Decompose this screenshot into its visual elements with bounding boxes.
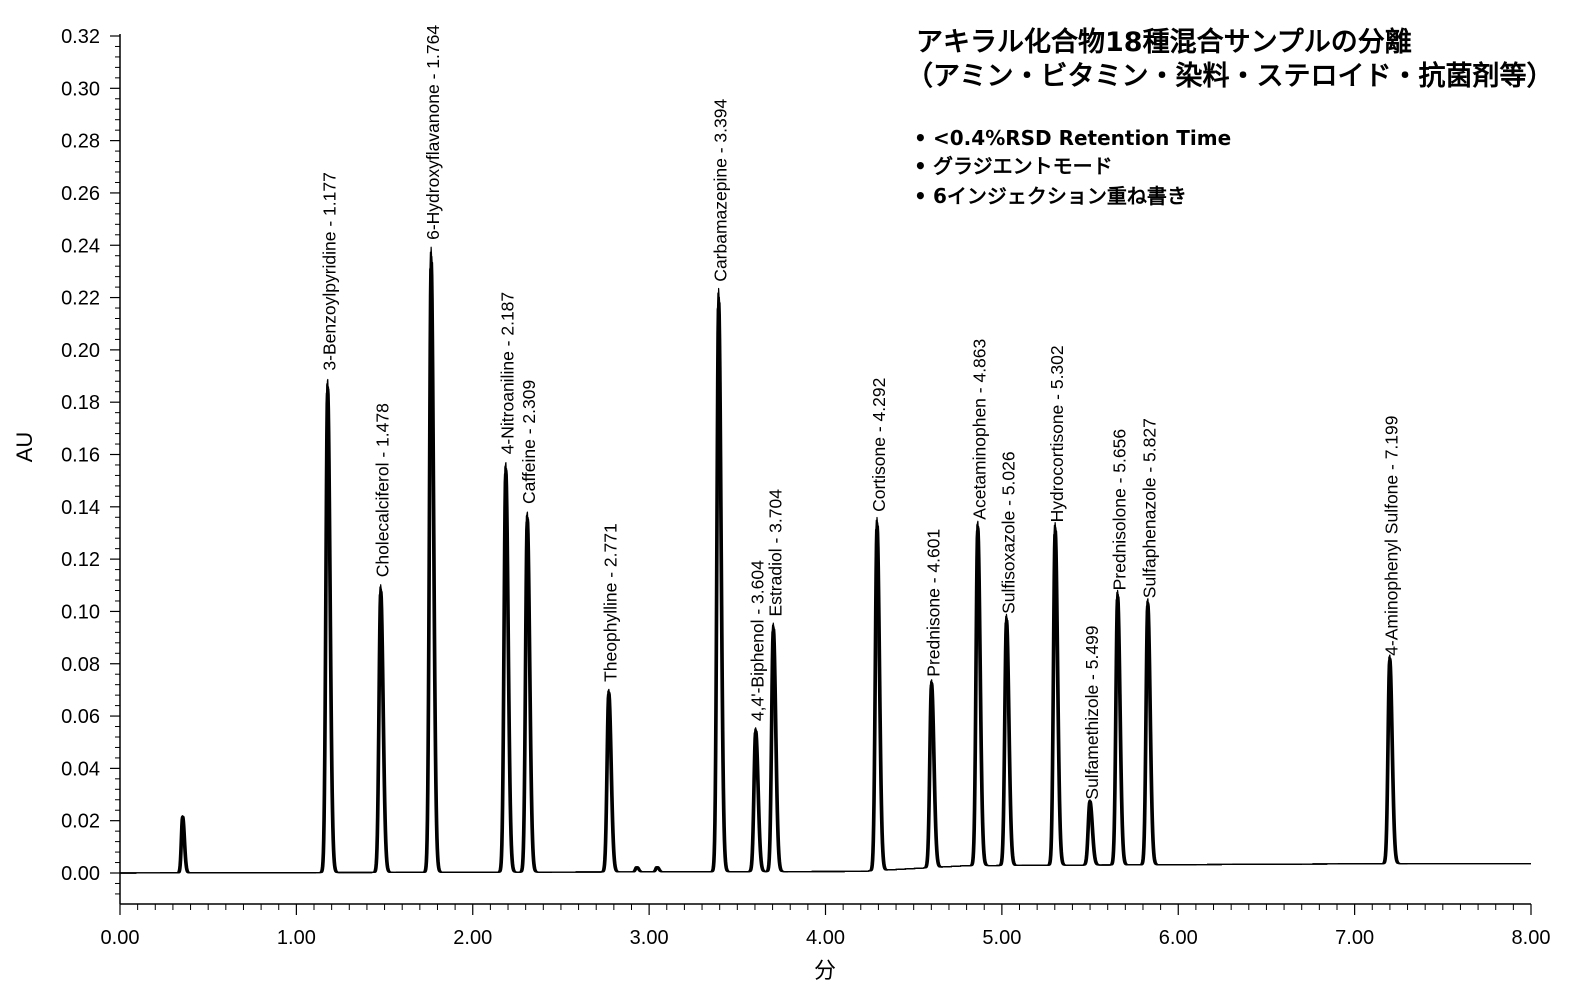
peak-label: Prednisone - 4.601	[924, 529, 944, 677]
peak-label: Acetaminophen - 4.863	[970, 339, 990, 520]
y-tick-label: 0.20	[61, 340, 100, 362]
peak-label: Sulfisoxazole - 5.026	[999, 451, 1019, 613]
peak-label: 4-Nitroaniline - 2.187	[498, 292, 518, 454]
peak-label: Hydrocortisone - 5.302	[1047, 345, 1067, 522]
y-tick-label: 0.18	[61, 392, 100, 414]
y-tick-label: 0.24	[61, 235, 100, 257]
peak-label: Cortisone - 4.292	[869, 378, 889, 512]
peak-label: Prednisolone - 5.656	[1110, 429, 1130, 591]
chart-title-line-2: （アミン・ビタミン・染料・ステロイド・抗菌剤等）	[906, 60, 1553, 92]
x-tick-label: 4.00	[806, 927, 845, 949]
peak-label: 4-Aminophenyl Sulfone - 7.199	[1382, 416, 1402, 656]
x-tick-label: 6.00	[1159, 927, 1198, 949]
y-axis: 0.00 0.02 0.04 0.06 0.08 0.10 0.12 0.14 0.16 0.18…	[61, 26, 121, 904]
chromatogram-traces	[119, 246, 1532, 874]
y-tick-label: 0.32	[61, 26, 100, 48]
x-axis: 0.00 1.00 2.00 3.00 4.00 5.00 6.00 7.00 8.00	[101, 903, 1551, 949]
note-gradient: グラジエントモード	[933, 154, 1113, 178]
peak-label: Caffeine - 2.309	[519, 380, 539, 504]
y-tick-label: 0.28	[61, 131, 100, 153]
y-tick-label: 0.00	[61, 863, 100, 885]
y-tick-label: 0.16	[61, 445, 100, 467]
peak-label: 4,4'-Biphenol - 3.604	[748, 560, 768, 721]
note-bullet-2: •	[914, 154, 927, 178]
x-axis-title: 分	[814, 958, 836, 983]
y-tick-label: 0.22	[61, 288, 100, 310]
x-tick-label: 8.00	[1512, 927, 1551, 949]
x-tick-label: 7.00	[1335, 927, 1374, 949]
note-rsd: <0.4%RSD Retention Time	[933, 126, 1231, 150]
note-bullet-3: •	[914, 184, 927, 208]
peak-label: 6-Hydroxyflavanone - 1.764	[423, 25, 443, 240]
y-tick-label: 0.26	[61, 183, 100, 205]
peak-label: Carbamazepine - 3.394	[711, 99, 731, 282]
peak-label: Sulfamethizole - 5.499	[1082, 625, 1102, 799]
y-tick-label: 0.30	[61, 78, 100, 100]
note-bullet-1: •	[914, 126, 927, 150]
peak-label: Cholecalciferol - 1.478	[373, 403, 393, 577]
y-tick-label: 0.14	[61, 497, 100, 519]
chart-title-line-1: アキラル化合物18種混合サンプルの分離	[916, 26, 1412, 58]
y-tick-label: 0.10	[61, 601, 100, 623]
y-tick-label: 0.04	[61, 758, 100, 780]
y-tick-label: 0.02	[61, 811, 100, 833]
x-tick-label: 2.00	[453, 927, 492, 949]
y-tick-label: 0.12	[61, 549, 100, 571]
x-tick-label: 1.00	[277, 927, 316, 949]
y-tick-label: 0.08	[61, 654, 100, 676]
x-tick-label: 3.00	[630, 927, 669, 949]
peak-label: Estradiol - 3.704	[765, 489, 785, 617]
x-tick-label: 0.00	[101, 927, 140, 949]
peak-label: Sulfaphenazole - 5.827	[1140, 418, 1160, 598]
injection-trace	[119, 271, 1532, 874]
y-axis-title: AU	[12, 432, 37, 463]
peak-labels: 3-Benzoylpyridine - 1.177 Cholecalciferol…	[320, 25, 1402, 800]
x-tick-label: 5.00	[982, 927, 1021, 949]
note-injections: 6インジェクション重ね書き	[933, 184, 1187, 208]
y-tick-label: 0.06	[61, 706, 100, 728]
peak-label: Theophylline - 2.771	[601, 523, 621, 682]
peak-label: 3-Benzoylpyridine - 1.177	[320, 172, 340, 370]
